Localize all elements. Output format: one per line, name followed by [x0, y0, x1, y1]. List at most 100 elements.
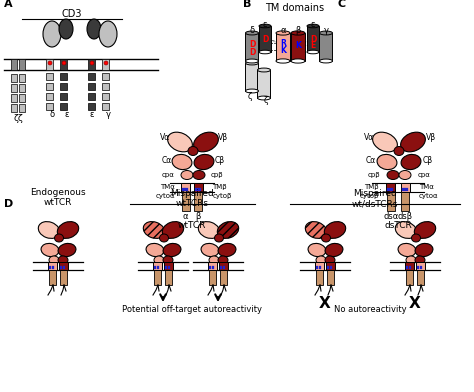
- Text: cpα: cpα: [418, 172, 431, 178]
- Bar: [89, 83, 95, 90]
- Bar: [330, 266, 332, 269]
- Bar: [154, 266, 156, 269]
- Bar: [315, 262, 324, 270]
- Ellipse shape: [291, 31, 305, 35]
- Text: ε: ε: [263, 20, 267, 29]
- Bar: [19, 59, 25, 70]
- Text: Cα: Cα: [366, 156, 376, 165]
- Ellipse shape: [163, 256, 173, 264]
- Text: TMβ: TMβ: [365, 184, 379, 190]
- Ellipse shape: [218, 256, 228, 264]
- Text: Mispaired
wt/dsTCRs: Mispaired wt/dsTCRs: [352, 189, 398, 208]
- Ellipse shape: [48, 61, 52, 65]
- Bar: [165, 270, 172, 285]
- Ellipse shape: [401, 132, 425, 152]
- Text: Vα: Vα: [160, 132, 170, 142]
- Bar: [327, 266, 329, 269]
- Bar: [46, 83, 54, 90]
- Bar: [11, 74, 17, 82]
- Ellipse shape: [307, 50, 319, 54]
- Text: C: C: [338, 0, 346, 9]
- Text: δ: δ: [49, 109, 55, 118]
- Text: cytoβ: cytoβ: [360, 193, 379, 199]
- Ellipse shape: [276, 31, 290, 35]
- Ellipse shape: [291, 59, 305, 63]
- Text: TMα: TMα: [419, 184, 434, 190]
- Ellipse shape: [257, 68, 271, 72]
- Bar: [164, 262, 173, 270]
- Ellipse shape: [55, 234, 64, 242]
- Ellipse shape: [373, 132, 397, 152]
- Bar: [185, 187, 188, 191]
- Ellipse shape: [168, 132, 192, 152]
- Bar: [61, 103, 67, 110]
- Text: Endogenous
wtTCR: Endogenous wtTCR: [30, 188, 86, 207]
- Text: Potential off-target autoreactivity: Potential off-target autoreactivity: [122, 305, 262, 314]
- Bar: [46, 73, 54, 80]
- Text: ζζ: ζζ: [13, 114, 23, 123]
- Ellipse shape: [90, 61, 94, 65]
- Text: cpα: cpα: [162, 172, 175, 178]
- Bar: [417, 270, 424, 285]
- Ellipse shape: [43, 21, 61, 47]
- Bar: [417, 266, 419, 269]
- Ellipse shape: [399, 171, 411, 180]
- Ellipse shape: [217, 221, 239, 238]
- Text: β: β: [195, 212, 201, 221]
- Bar: [219, 262, 228, 270]
- Text: E: E: [310, 40, 316, 49]
- Ellipse shape: [209, 256, 219, 264]
- Text: D: D: [262, 34, 268, 44]
- Bar: [181, 183, 190, 192]
- Text: cpβ: cpβ: [211, 172, 224, 178]
- Ellipse shape: [58, 256, 68, 264]
- Bar: [409, 266, 411, 269]
- Ellipse shape: [49, 256, 59, 264]
- Bar: [416, 262, 425, 270]
- Text: Vβ: Vβ: [426, 132, 436, 142]
- Ellipse shape: [59, 19, 73, 39]
- Bar: [89, 59, 95, 70]
- Ellipse shape: [305, 221, 327, 238]
- Bar: [49, 266, 52, 269]
- Ellipse shape: [415, 243, 433, 257]
- Bar: [194, 192, 202, 211]
- Bar: [19, 94, 25, 102]
- Text: K: K: [280, 45, 286, 54]
- Bar: [63, 266, 65, 269]
- Bar: [401, 192, 409, 211]
- Ellipse shape: [143, 221, 164, 238]
- Ellipse shape: [406, 256, 416, 264]
- Text: α: α: [280, 25, 286, 34]
- Text: ζ: ζ: [264, 96, 268, 105]
- Bar: [59, 262, 68, 270]
- Ellipse shape: [246, 61, 258, 65]
- Text: X: X: [319, 296, 331, 312]
- Bar: [46, 59, 54, 70]
- Bar: [60, 270, 67, 285]
- Text: δ: δ: [249, 25, 255, 34]
- Bar: [19, 84, 25, 92]
- Ellipse shape: [246, 89, 258, 93]
- Text: CD3: CD3: [62, 9, 82, 19]
- Ellipse shape: [415, 256, 425, 264]
- Ellipse shape: [181, 171, 193, 180]
- Ellipse shape: [276, 59, 290, 63]
- Text: ε: ε: [311, 20, 315, 29]
- Bar: [401, 183, 410, 192]
- Ellipse shape: [307, 24, 319, 28]
- Bar: [52, 266, 55, 269]
- Bar: [246, 63, 258, 91]
- Bar: [61, 83, 67, 90]
- Bar: [61, 59, 67, 70]
- Bar: [316, 270, 323, 285]
- Ellipse shape: [193, 132, 219, 152]
- Ellipse shape: [57, 221, 79, 238]
- Ellipse shape: [87, 19, 101, 39]
- Text: D: D: [310, 34, 316, 44]
- Bar: [19, 104, 25, 112]
- Bar: [198, 187, 201, 191]
- Bar: [194, 183, 203, 192]
- Bar: [209, 270, 216, 285]
- Bar: [406, 270, 413, 285]
